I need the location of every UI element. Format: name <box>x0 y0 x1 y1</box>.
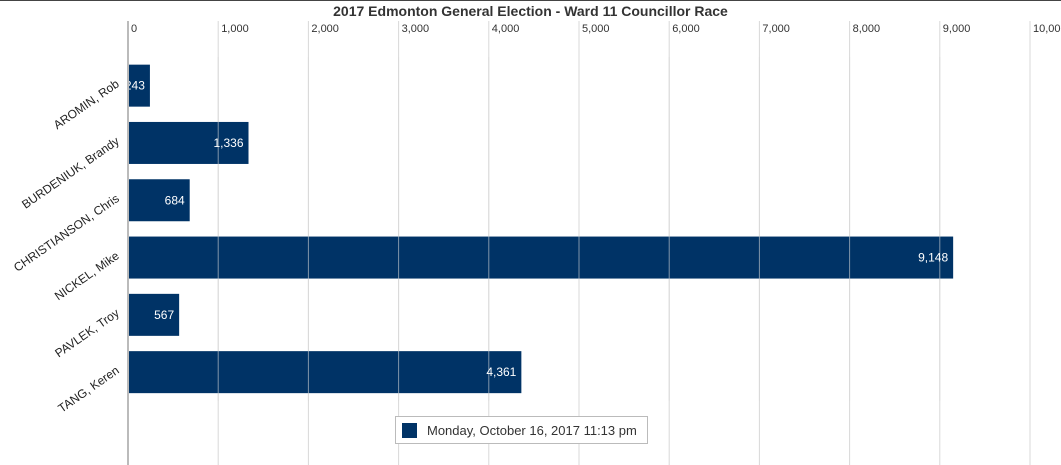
data-label: 1,336 <box>213 136 243 150</box>
chart-title: 2017 Edmonton General Election - Ward 11… <box>333 3 728 19</box>
x-tick-label: 4,000 <box>492 23 520 35</box>
x-tick-label: 1,000 <box>221 23 249 35</box>
bar <box>128 121 249 164</box>
x-tick-label: 7,000 <box>762 23 790 35</box>
data-label: 684 <box>165 193 185 207</box>
legend-swatch <box>402 422 417 438</box>
x-tick-label: 5,000 <box>582 23 610 35</box>
bar <box>128 293 180 336</box>
data-label: 4,361 <box>486 365 516 379</box>
x-tick-label: 8,000 <box>853 23 881 35</box>
x-tick-label: 2,000 <box>311 23 339 35</box>
category-label: NICKEL, Mike <box>52 248 122 303</box>
bar <box>128 64 150 107</box>
legend[interactable]: Monday, October 16, 2017 11:13 pm <box>395 416 648 444</box>
x-tick-label: 0 <box>131 23 137 35</box>
category-label: PAVLEK, Troy <box>52 306 121 360</box>
bar <box>128 179 190 222</box>
data-label: 243 <box>125 79 145 93</box>
data-label: 567 <box>154 308 174 322</box>
x-tick-label: 9,000 <box>943 23 971 35</box>
data-label: 9,148 <box>918 251 948 265</box>
bar <box>128 236 954 279</box>
legend-label: Monday, October 16, 2017 11:13 pm <box>427 422 637 438</box>
x-tick-label: 3,000 <box>402 23 430 35</box>
bar <box>128 351 522 394</box>
category-label: AROMIN, Rob <box>51 76 122 132</box>
x-tick-label: 6,000 <box>672 23 700 35</box>
x-tick-label: 10,000 <box>1033 23 1061 35</box>
category-label: TANG, Keren <box>55 363 121 415</box>
